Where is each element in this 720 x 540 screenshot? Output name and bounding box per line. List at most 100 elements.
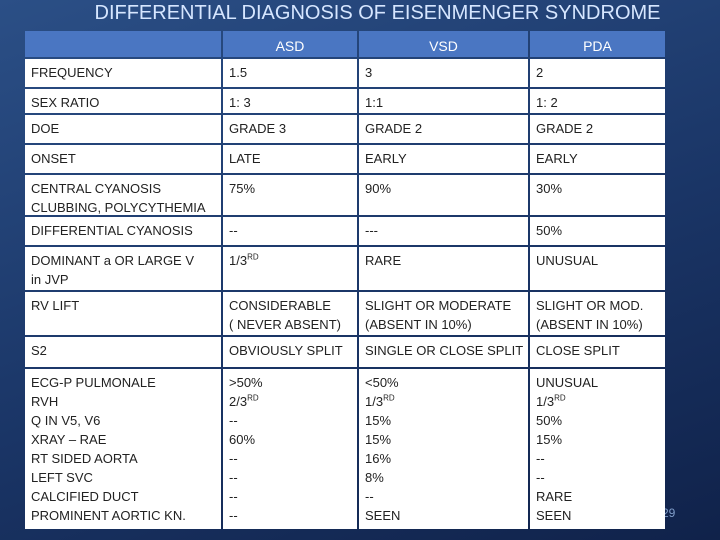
cell-line: --- — [365, 223, 378, 238]
cell-line: RV LIFT — [31, 298, 80, 313]
table-cell: 1.5 — [223, 59, 357, 87]
table-cell: 2 — [530, 59, 665, 87]
cell-line: DIFFERENTIAL CYANOSIS — [31, 223, 193, 238]
superscript: RD — [247, 252, 259, 262]
superscript: RD — [247, 393, 259, 403]
cell-line: 1: 3 — [229, 95, 251, 110]
table-cell: 1: 3 — [223, 89, 357, 113]
cell-line: Q IN V5, V6 — [31, 413, 101, 428]
cell-line: (ABSENT IN 10%) — [365, 317, 472, 332]
table-cell: GRADE 2 — [530, 115, 665, 143]
cell-line: PROMINENT AORTIC KN. — [31, 508, 186, 523]
cell-line: 8% — [365, 470, 384, 485]
cell-line: ( NEVER ABSENT) — [229, 317, 341, 332]
cell-line: 1:1 — [365, 95, 384, 110]
cell-line: CONSIDERABLE — [229, 298, 331, 313]
table-cell: -- — [223, 217, 357, 245]
cell-line: UNUSUAL — [536, 253, 599, 268]
table-cell: UNUSUAL — [530, 247, 665, 290]
superscript: RD — [383, 393, 395, 403]
cell-line: 60% — [229, 432, 256, 447]
table-cell: LATE — [223, 145, 357, 173]
cell-line: -- — [229, 223, 238, 238]
cell-line: 50% — [536, 223, 563, 238]
cell-line: 1/3RD — [229, 251, 351, 270]
cell-line: 75% — [229, 181, 256, 196]
row-label: DOE — [25, 115, 221, 143]
row-label: FREQUENCY — [25, 59, 221, 87]
column-header: ASD — [223, 31, 357, 57]
table-cell: SLIGHT OR MODERATE (ABSENT IN 10%) — [359, 292, 528, 335]
row-label: ONSET — [25, 145, 221, 173]
cell-line: XRAY – RAE — [31, 432, 107, 447]
cell-line: RARE — [365, 253, 402, 268]
table-cell: SINGLE OR CLOSE SPLIT — [359, 337, 528, 367]
table-cell: CLOSE SPLIT — [530, 337, 665, 367]
superscript: RD — [554, 393, 566, 403]
page-number: 29 — [662, 506, 676, 520]
cell-line: EARLY — [365, 151, 407, 166]
row-label: CENTRAL CYANOSIS CLUBBING, POLYCYTHEMIA — [25, 175, 221, 215]
cell-line: -- — [229, 451, 238, 466]
cell-line: 1/3RD — [536, 392, 659, 411]
cell-line: DOE — [31, 121, 60, 136]
table-cell: 1:1 — [359, 89, 528, 113]
table-cell: >50% 2/3RD -- 60% -- -- -- -- — [223, 369, 357, 529]
column-header: PDA — [530, 31, 665, 57]
cell-line: DOMINANT a OR LARGE V — [31, 253, 195, 268]
table-cell: SLIGHT OR MOD. (ABSENT IN 10%) — [530, 292, 665, 335]
table-cell: 90% — [359, 175, 528, 215]
cell-line: SLIGHT OR MODERATE — [365, 298, 512, 313]
cell-line: CENTRAL CYANOSIS — [31, 181, 162, 196]
cell-line: 1.5 — [229, 65, 248, 80]
cell-line: 2/3RD — [229, 392, 351, 411]
row-label: DOMINANT a OR LARGE V in JVP — [25, 247, 221, 290]
cell-line: 90% — [365, 181, 392, 196]
table-cell: UNUSUAL 1/3RD 50% 15% -- -- RARE SEEN — [530, 369, 665, 529]
cell-line: GRADE 2 — [536, 121, 594, 136]
cell-line: >50% — [229, 375, 263, 390]
cell-line: FREQUENCY — [31, 65, 113, 80]
cell-line: CLOSE SPLIT — [536, 343, 620, 358]
cell-line: ONSET — [31, 151, 76, 166]
row-label: ECG-P PULMONALE RVH Q IN V5, V6 XRAY – RAE R… — [25, 369, 221, 529]
cell-line: in JVP — [31, 272, 69, 287]
cell-line: LEFT SVC — [31, 470, 93, 485]
table-cell: EARLY — [359, 145, 528, 173]
cell-line: -- — [229, 489, 238, 504]
table-cell: 1: 2 — [530, 89, 665, 113]
cell-text: 1/3 — [365, 394, 384, 409]
table-cell: --- — [359, 217, 528, 245]
slide-title: DIFFERENTIAL DIAGNOSIS OF EISENMENGER SY… — [94, 2, 661, 24]
row-label: DIFFERENTIAL CYANOSIS — [25, 217, 221, 245]
cell-line: LATE — [229, 151, 261, 166]
cell-line: CLUBBING, POLYCYTHEMIA — [31, 200, 206, 215]
cell-line: SINGLE OR CLOSE SPLIT — [365, 343, 524, 358]
cell-line: 15% — [536, 432, 563, 447]
cell-line: <50% — [365, 375, 399, 390]
table-cell: 50% — [530, 217, 665, 245]
row-label: RV LIFT — [25, 292, 221, 335]
table-cell: GRADE 3 — [223, 115, 357, 143]
cell-line: SEEN — [536, 508, 572, 523]
cell-line: -- — [229, 470, 238, 485]
table-cell: OBVIOUSLY SPLIT — [223, 337, 357, 367]
cell-line: -- — [229, 413, 238, 428]
table-cell: 75% — [223, 175, 357, 215]
cell-text: 1/3 — [229, 253, 248, 268]
cell-line: 15% — [365, 432, 392, 447]
cell-line: RVH — [31, 394, 59, 409]
table-cell: RARE — [359, 247, 528, 290]
cell-line: RT SIDED AORTA — [31, 451, 138, 466]
cell-line: -- — [365, 489, 374, 504]
cell-line: 15% — [365, 413, 392, 428]
cell-line: SEEN — [365, 508, 401, 523]
cell-line: 16% — [365, 451, 392, 466]
table-cell: GRADE 2 — [359, 115, 528, 143]
cell-line: 1: 2 — [536, 95, 558, 110]
table-cell: EARLY — [530, 145, 665, 173]
cell-line: (ABSENT IN 10%) — [536, 317, 643, 332]
cell-line: 2 — [536, 65, 544, 80]
cell-line: SLIGHT OR MOD. — [536, 298, 644, 313]
